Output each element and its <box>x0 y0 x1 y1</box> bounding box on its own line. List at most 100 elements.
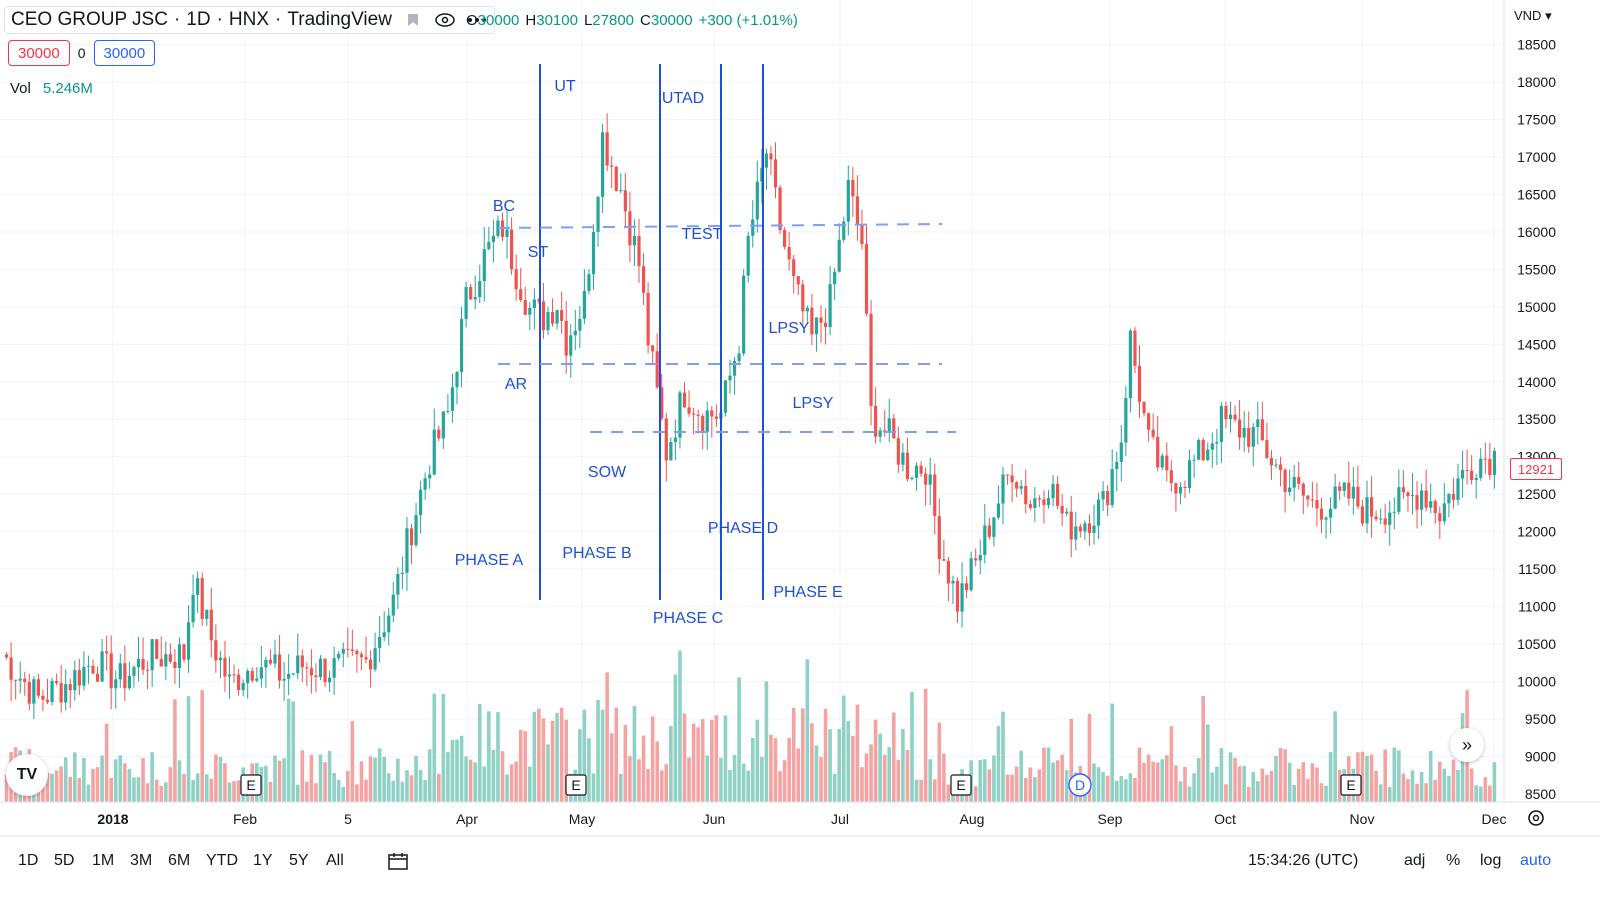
date-range-icon[interactable] <box>388 852 410 875</box>
timeframe-button-1y[interactable]: 1Y <box>253 852 273 869</box>
settings-gear-icon[interactable] <box>1528 810 1544 826</box>
volume-bar <box>1278 748 1283 802</box>
candle <box>1315 482 1319 527</box>
timeframe-button-5y[interactable]: 5Y <box>289 852 309 869</box>
candle-body <box>14 679 18 681</box>
timeframe-button-3m[interactable]: 3M <box>130 852 153 869</box>
volume-bar <box>541 718 546 802</box>
volume-bar <box>664 764 669 802</box>
candle-body <box>1297 476 1301 484</box>
symbol-name: CEO GROUP JSC <box>11 9 168 30</box>
tradingview-logo-icon[interactable]: TV <box>6 754 48 796</box>
candle <box>328 670 332 692</box>
candle <box>159 636 163 667</box>
candle <box>1470 455 1474 485</box>
candle-body <box>1096 499 1101 526</box>
volume-bar <box>1333 711 1337 802</box>
candle-body <box>1265 440 1269 458</box>
earnings-marker[interactable]: E <box>565 774 587 796</box>
candle <box>405 516 409 591</box>
timeframe-button-5d[interactable]: 5D <box>54 852 75 869</box>
candle-body <box>1074 526 1078 540</box>
candle-body <box>1324 517 1328 520</box>
volume-bar <box>796 748 801 802</box>
clock-time[interactable]: 15:34:26 (UTC) <box>1248 852 1359 869</box>
timeframe-button-all[interactable]: All <box>326 852 344 869</box>
timeframe-button-1m[interactable]: 1M <box>92 852 115 869</box>
candle <box>910 476 914 481</box>
candle-body <box>1301 483 1305 496</box>
dividend-marker[interactable]: D <box>1068 773 1092 797</box>
candle-body <box>459 318 464 373</box>
candle-body <box>996 503 1001 518</box>
candle-body <box>714 416 718 419</box>
volume-bar <box>1155 762 1160 802</box>
candle-body <box>778 187 782 231</box>
auto-toggle[interactable]: auto <box>1520 852 1552 869</box>
sell-button[interactable]: 30000 <box>8 40 70 66</box>
percent-toggle[interactable]: % <box>1446 852 1461 869</box>
buy-button[interactable]: 30000 <box>93 40 156 66</box>
adj-toggle[interactable]: adj <box>1404 852 1426 869</box>
candle <box>268 648 273 666</box>
candle-body <box>560 310 564 321</box>
candle <box>300 649 304 683</box>
candle-body <box>1260 419 1264 441</box>
log-toggle[interactable]: log <box>1480 852 1502 869</box>
candle <box>23 671 27 696</box>
candle <box>59 664 63 713</box>
volume-bar <box>1046 747 1051 802</box>
candle <box>537 297 541 304</box>
volume-legend[interactable]: Vol 5.246M <box>10 80 93 97</box>
volume-bar <box>1187 786 1192 802</box>
volume-bar <box>805 659 810 802</box>
volume-bar <box>86 784 91 802</box>
flag-icon[interactable] <box>402 9 424 31</box>
candle-body <box>268 659 273 664</box>
eye-icon[interactable] <box>434 9 456 31</box>
interval-label[interactable]: 1D <box>186 9 211 30</box>
candle <box>905 437 910 482</box>
timeframe-button-1d[interactable]: 1D <box>18 852 39 869</box>
earnings-marker[interactable]: E <box>950 774 972 796</box>
candle-body <box>1283 469 1287 493</box>
symbol-legend[interactable]: CEO GROUP JSC · 1D · HNX · TradingView <box>4 6 495 34</box>
timeframe-button-6m[interactable]: 6M <box>168 852 191 869</box>
wyckoff-annotation-label: PHASE B <box>562 545 631 562</box>
volume-bar <box>773 738 778 802</box>
more-icon[interactable] <box>466 9 488 31</box>
candle-body <box>755 181 759 220</box>
timeframe-button-ytd[interactable]: YTD <box>206 852 238 869</box>
candle-body <box>173 661 177 669</box>
scroll-to-realtime-icon[interactable]: » <box>1450 728 1484 762</box>
candle-body <box>305 667 309 669</box>
candle <box>1488 442 1492 480</box>
candle <box>673 419 677 461</box>
volume-bar <box>555 712 559 802</box>
candle <box>105 635 109 671</box>
candle <box>1251 423 1255 467</box>
volume-bar <box>487 711 491 802</box>
candle <box>1283 467 1287 513</box>
earnings-marker[interactable]: E <box>240 774 262 796</box>
volume-bar <box>1019 750 1023 802</box>
volume-bar <box>537 708 541 802</box>
candle <box>227 656 232 699</box>
candle-body <box>646 292 650 346</box>
volume-bar <box>728 770 732 802</box>
candle <box>350 629 354 656</box>
candle-body <box>277 654 282 681</box>
currency-selector[interactable]: VND ▾ <box>1514 8 1552 23</box>
volume-bar <box>1142 762 1146 802</box>
volume-bar <box>923 688 928 802</box>
volume-bar <box>1392 747 1397 802</box>
candle-body <box>1360 506 1365 524</box>
volume-bar <box>791 707 796 802</box>
candle <box>1351 466 1355 515</box>
candle <box>1424 469 1428 512</box>
earnings-marker[interactable]: E <box>1340 774 1362 796</box>
volume-bar <box>1328 752 1333 802</box>
candle-body <box>155 639 159 659</box>
candle <box>687 390 691 417</box>
